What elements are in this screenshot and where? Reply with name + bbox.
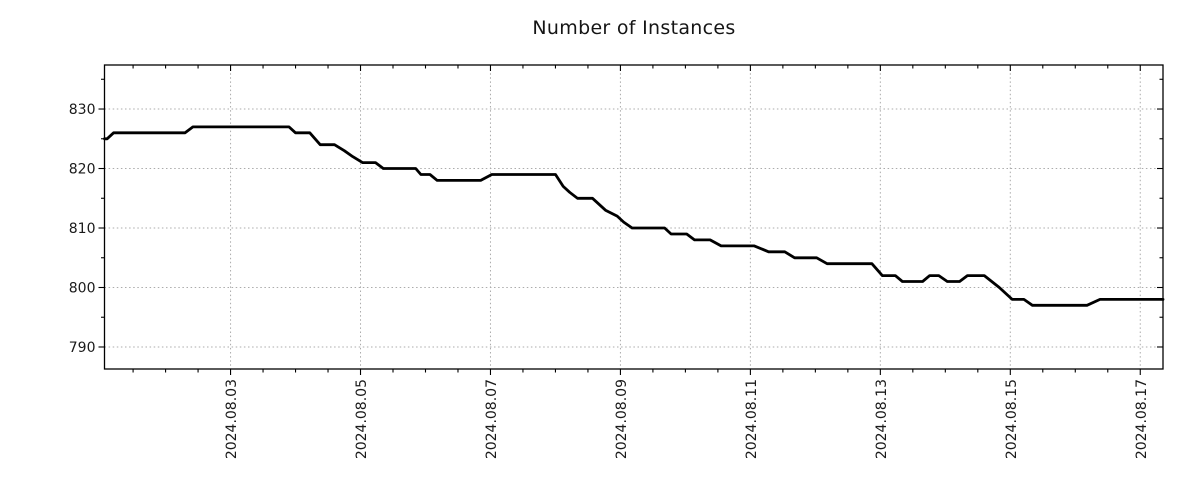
x-tick-label: 2024.08.05	[354, 379, 370, 459]
x-tick-label: 2024.08.11	[744, 379, 760, 459]
chart-title: Number of Instances	[532, 17, 736, 39]
x-tick-label: 2024.08.13	[874, 379, 890, 459]
x-tick-label: 2024.08.07	[484, 379, 500, 459]
y-tick-label: 800	[69, 280, 96, 296]
x-tick-label: 2024.08.15	[1004, 379, 1020, 459]
x-tick-label: 2024.08.03	[224, 379, 240, 459]
y-tick-label: 810	[69, 221, 96, 237]
x-tick-label: 2024.08.17	[1134, 379, 1150, 459]
x-tick-label: 2024.08.09	[614, 379, 630, 459]
y-tick-label: 790	[69, 340, 96, 356]
series-line-instances	[103, 125, 1165, 307]
y-tick-label: 820	[69, 162, 96, 178]
plot-border	[103, 64, 1164, 370]
y-tick-label: 830	[69, 102, 96, 118]
